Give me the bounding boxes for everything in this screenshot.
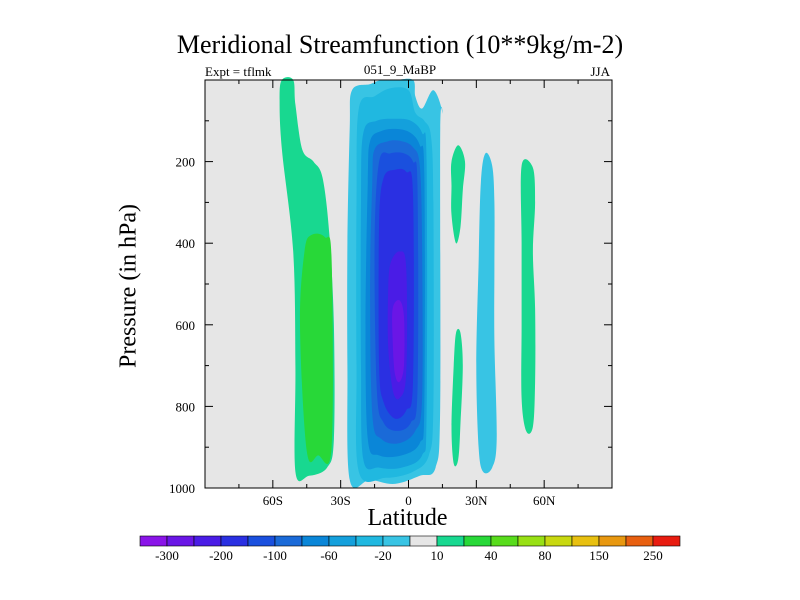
colorbar-swatch <box>571 535 600 547</box>
nh-negative-cell-35n <box>476 152 497 474</box>
colorbar-label: -300 <box>155 548 179 563</box>
colorbar-swatch <box>301 535 330 547</box>
colorbar-swatch <box>220 535 249 547</box>
x-tick-label: 0 <box>405 493 412 508</box>
y-tick-label: 600 <box>176 318 196 333</box>
colorbar-swatch <box>598 535 627 547</box>
plot-frame <box>204 79 613 489</box>
colorbar-swatch <box>139 535 168 547</box>
run-label: 051_9_MaBP <box>363 62 437 77</box>
colorbar-label: -200 <box>209 548 233 563</box>
x-tick-label: 30N <box>465 493 488 508</box>
colorbar-swatch <box>409 535 438 547</box>
hadley-core <box>392 299 405 383</box>
x-tick-label: 60S <box>263 493 283 508</box>
colorbar-swatch <box>355 535 384 547</box>
contour-regions <box>279 77 536 489</box>
colorbar-label: 40 <box>485 548 498 563</box>
colorbar-swatch <box>166 535 195 547</box>
colorbar-swatch <box>328 535 357 547</box>
y-tick-label: 200 <box>176 155 196 170</box>
colorbar-label: -100 <box>263 548 287 563</box>
y-tick-label: 1000 <box>169 481 195 496</box>
x-tick-labels: 60S 30S 0 30N 60N <box>263 493 556 508</box>
season-label: JJA <box>590 64 610 79</box>
colorbar-swatch <box>382 535 411 547</box>
x-tick-label: 60N <box>533 493 556 508</box>
colorbar-labels: -300 -200 -100 -60 -20 10 40 80 150 250 <box>155 548 663 563</box>
nh-positive-cell-50n <box>520 159 536 434</box>
colorbar-swatch <box>436 535 465 547</box>
colorbar-swatch <box>247 535 276 547</box>
nh-positive-cell-20n <box>451 328 463 467</box>
axis-ticks <box>205 80 612 489</box>
x-tick-label: 30S <box>331 493 351 508</box>
colorbar-label: 80 <box>539 548 552 563</box>
colorbar-swatch <box>652 535 681 547</box>
colorbar-swatch <box>625 535 654 547</box>
colorbar-swatch <box>517 535 546 547</box>
colorbar <box>139 535 681 547</box>
colorbar-label: 250 <box>643 548 663 563</box>
colorbar-swatch <box>490 535 519 547</box>
colorbar-swatch <box>463 535 492 547</box>
colorbar-label: 10 <box>431 548 444 563</box>
colorbar-swatch <box>193 535 222 547</box>
colorbar-label: 150 <box>589 548 609 563</box>
chart-title: Meridional Streamfunction (10**9kg/m-2) <box>176 30 624 59</box>
nh-positive-cell-20n <box>450 145 466 244</box>
colorbar-swatch <box>544 535 573 547</box>
colorbar-label: -60 <box>320 548 337 563</box>
y-tick-label: 400 <box>176 236 196 251</box>
y-tick-labels: 200 400 600 800 1000 <box>169 155 195 496</box>
colorbar-label: -20 <box>374 548 391 563</box>
y-tick-label: 800 <box>176 399 196 414</box>
colorbar-swatch <box>274 535 303 547</box>
sh-positive-core <box>299 233 333 464</box>
experiment-label: Expt = tflmk <box>205 64 272 79</box>
x-axis-label: Latitude <box>367 505 448 531</box>
